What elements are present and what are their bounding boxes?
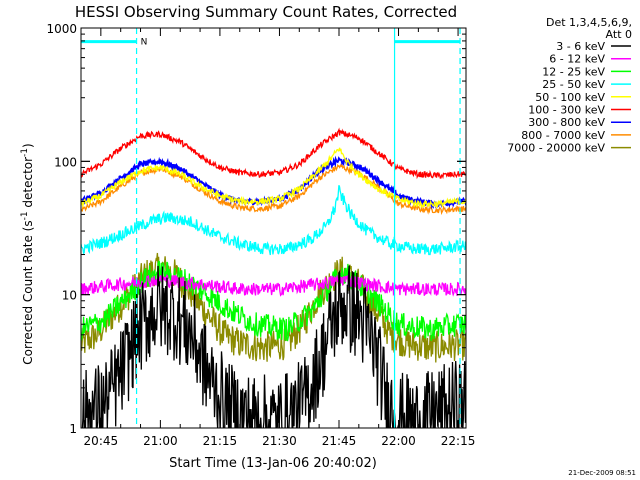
series-line-0 xyxy=(81,265,466,428)
series-line-2 xyxy=(81,260,466,342)
legend-label: 25 - 50 keV xyxy=(542,78,605,91)
chart-title: HESSI Observing Summary Count Rates, Cor… xyxy=(75,3,457,21)
legend-label: 100 - 300 keV xyxy=(528,104,605,117)
series-line-1 xyxy=(81,273,466,297)
y-axis-label: Corrected Count Rate (s-1 detector-1) xyxy=(20,143,35,364)
plot-frame xyxy=(80,27,467,429)
x-tick-label: 22:15 xyxy=(441,434,476,448)
legend-label: 6 - 12 keV xyxy=(549,53,605,66)
y-tick-label: 1 xyxy=(69,422,77,436)
y-tick-label: 100 xyxy=(54,155,77,169)
series-group xyxy=(81,28,466,428)
x-axis-label: Start Time (13-Jan-06 20:40:02) xyxy=(169,456,377,471)
series-line-5 xyxy=(81,127,466,180)
legend-label: 300 - 800 keV xyxy=(528,116,605,129)
x-tick-label: 22:00 xyxy=(381,434,416,448)
legend-label: 12 - 25 keV xyxy=(542,65,605,78)
x-tick-label: 20:45 xyxy=(84,434,119,448)
series-line-3 xyxy=(81,185,466,256)
legend-label: 800 - 7000 keV xyxy=(521,129,605,142)
svg-text:Corrected Count Rate (s-1 dete: Corrected Count Rate (s-1 detector-1) xyxy=(20,143,35,364)
x-tick-label: 21:00 xyxy=(143,434,178,448)
legend-header-line1: Det 1,3,4,5,6,9, xyxy=(546,16,632,29)
y-tick-label: 10 xyxy=(62,289,77,303)
plot-area: N 20:45 21:00 21:15 21:30 21:45 22:00 22:15 1 10 1… xyxy=(46,22,475,448)
y-tick-label: 1000 xyxy=(46,22,77,36)
x-tick-label: 21:30 xyxy=(262,434,297,448)
x-tick-label: 21:45 xyxy=(322,434,357,448)
flag-label: N xyxy=(141,38,148,48)
legend-label: 3 - 6 keV xyxy=(556,40,605,53)
legend-label: 7000 - 20000 keV xyxy=(507,142,605,155)
legend-label: 50 - 100 keV xyxy=(535,91,605,104)
legend-header-line2: Att 0 xyxy=(606,28,632,41)
x-tick-label: 21:15 xyxy=(203,434,238,448)
timestamp: 21-Dec-2009 08:51 xyxy=(568,469,636,477)
series-line-4 xyxy=(81,147,466,209)
